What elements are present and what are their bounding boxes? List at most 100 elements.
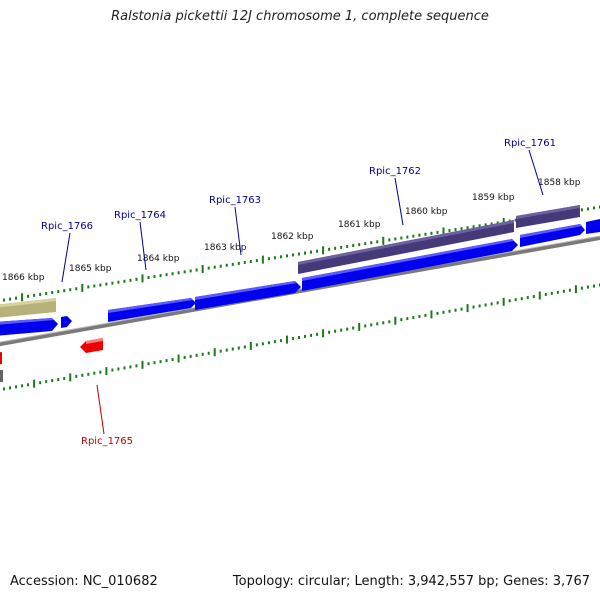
gene-leader-line <box>528 149 544 196</box>
inner-minor-tick <box>129 365 132 369</box>
gene-leader-line <box>61 232 71 283</box>
inner-minor-tick <box>117 367 120 371</box>
inner-minor-tick <box>478 304 481 308</box>
inner-minor-tick <box>3 387 6 391</box>
inner-major-tick <box>538 291 541 300</box>
gene-leader-line <box>96 384 105 435</box>
outer-minor-tick <box>346 244 349 248</box>
gene-label[interactable]: Rpic_1762 <box>369 166 421 177</box>
outer-minor-tick <box>33 293 36 297</box>
inner-minor-tick <box>195 353 198 357</box>
inner-minor-tick <box>592 284 595 288</box>
inner-minor-tick <box>460 307 463 311</box>
inner-minor-tick <box>219 349 222 353</box>
outer-minor-tick <box>99 283 102 287</box>
gene-gray-edge[interactable] <box>0 370 3 382</box>
outer-minor-tick <box>189 269 192 273</box>
scale-label: 1862 kbp <box>271 232 314 242</box>
inner-minor-tick <box>424 313 427 317</box>
gene-label[interactable]: Rpic_1764 <box>114 210 166 221</box>
inner-minor-tick <box>412 316 415 320</box>
gene-rpic-1761-b[interactable] <box>520 224 585 247</box>
gene-label[interactable]: Rpic_1765 <box>81 436 133 447</box>
gene-leader-line <box>394 177 404 226</box>
gene-forward-b[interactable] <box>61 316 72 328</box>
inner-minor-tick <box>310 333 313 337</box>
outer-minor-tick <box>376 240 379 244</box>
outer-minor-tick <box>285 254 288 258</box>
inner-minor-tick <box>298 336 300 339</box>
inner-minor-tick <box>99 370 102 374</box>
inner-major-tick <box>394 316 397 325</box>
inner-minor-tick <box>21 384 24 388</box>
gene-forward-edge[interactable] <box>586 219 600 234</box>
inner-minor-tick <box>340 328 343 332</box>
scale-labels: 1866 kbp 1865 kbp 1864 kbp 1863 kbp 1862 kbp… <box>2 178 581 283</box>
inner-minor-tick <box>334 329 337 333</box>
inner-minor-tick <box>532 295 535 299</box>
gene-label[interactable]: Rpic_1763 <box>209 195 261 206</box>
gene-label[interactable]: Rpic_1761 <box>504 138 556 149</box>
gene-rpic-1764[interactable] <box>108 298 196 322</box>
inner-minor-tick <box>75 374 78 378</box>
inner-minor-tick <box>436 311 439 315</box>
inner-minor-tick <box>550 291 553 295</box>
inner-minor-tick <box>189 354 192 358</box>
inner-minor-tick <box>159 360 162 364</box>
inner-minor-tick <box>352 326 355 330</box>
inner-minor-tick <box>51 379 54 383</box>
gene-label[interactable]: Rpic_1766 <box>41 221 93 232</box>
outer-minor-tick <box>105 282 108 286</box>
inner-minor-tick <box>153 361 156 365</box>
outer-major-tick <box>261 255 264 264</box>
inner-minor-tick <box>231 347 234 351</box>
inner-minor-tick <box>165 359 168 363</box>
outer-major-tick <box>141 274 144 283</box>
outer-minor-tick <box>15 296 18 300</box>
inner-minor-tick <box>370 323 373 327</box>
gene-rpic-1762-b[interactable] <box>302 239 518 291</box>
outer-minor-tick <box>129 278 132 282</box>
scale-label: 1865 kbp <box>69 264 112 274</box>
outer-minor-tick <box>159 274 162 278</box>
inner-minor-tick <box>279 339 282 343</box>
inner-minor-tick <box>514 298 517 302</box>
outer-minor-tick <box>580 208 583 212</box>
gene-leader-line <box>139 221 147 271</box>
gene-rpic-1763[interactable] <box>195 281 301 310</box>
outer-minor-tick <box>400 236 403 240</box>
inner-major-tick <box>69 373 72 382</box>
inner-minor-tick <box>586 285 589 289</box>
inner-minor-tick <box>562 289 565 293</box>
inner-minor-tick <box>580 286 583 290</box>
inner-major-tick <box>249 341 252 350</box>
outer-minor-tick <box>310 250 313 254</box>
outer-minor-tick <box>364 242 367 246</box>
outer-minor-tick <box>352 244 355 248</box>
outer-minor-tick <box>183 270 186 274</box>
outer-minor-tick <box>394 237 397 241</box>
inner-major-tick <box>177 354 180 363</box>
inner-minor-tick <box>454 308 457 312</box>
inner-minor-tick <box>237 346 240 350</box>
outer-minor-tick <box>75 287 78 291</box>
scale-label: 1863 kbp <box>204 243 247 253</box>
inner-major-tick <box>141 360 144 369</box>
inner-minor-tick <box>225 348 228 352</box>
inner-minor-tick <box>388 320 391 324</box>
outer-minor-tick <box>291 253 294 257</box>
scale-label: 1860 kbp <box>405 207 448 217</box>
inner-major-tick <box>502 297 505 306</box>
inner-minor-tick <box>147 362 150 366</box>
inner-major-tick <box>430 310 433 319</box>
outer-minor-tick <box>27 294 30 298</box>
outer-minor-tick <box>69 288 72 292</box>
outer-minor-tick <box>466 226 469 230</box>
inner-minor-tick <box>484 303 487 307</box>
inner-minor-tick <box>568 288 571 292</box>
inner-minor-tick <box>27 383 30 387</box>
gene-reverse-edge[interactable] <box>0 352 2 365</box>
inner-minor-tick <box>207 351 210 355</box>
inner-minor-tick <box>57 378 60 381</box>
inner-minor-tick <box>448 309 451 313</box>
